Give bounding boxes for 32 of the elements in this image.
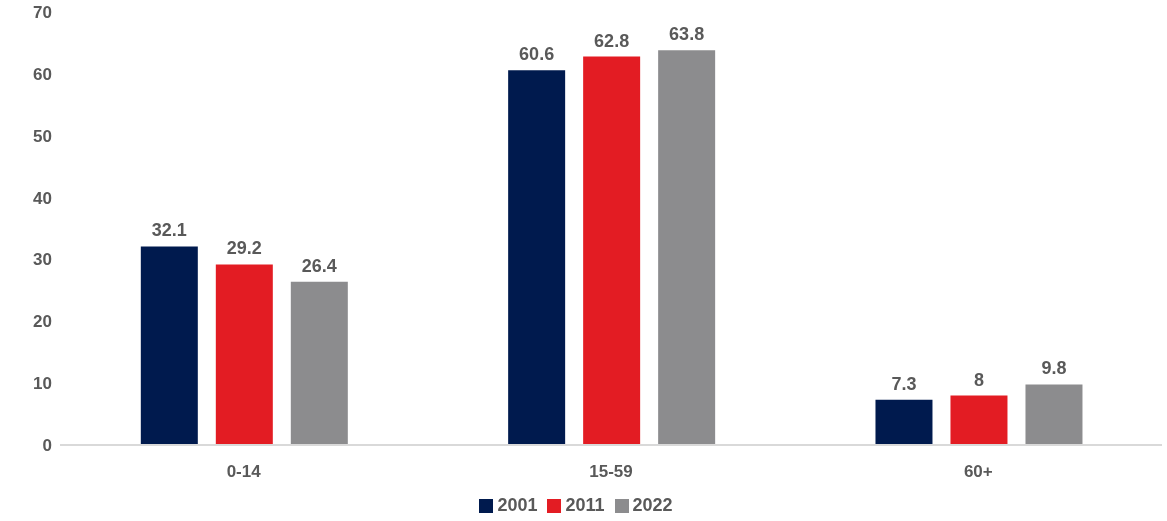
y-tick-label: 60 — [33, 64, 52, 84]
data-label: 8 — [973, 369, 984, 390]
bar — [215, 264, 273, 445]
y-tick-label: 0 — [42, 436, 52, 456]
bar — [508, 70, 566, 445]
bar — [140, 246, 198, 445]
bar — [658, 50, 716, 445]
legend-label: 2001 — [497, 495, 538, 515]
bar — [1025, 384, 1083, 445]
data-label: 9.8 — [1041, 358, 1067, 379]
legend-label: 2022 — [632, 495, 673, 515]
data-label: 60.6 — [519, 44, 555, 65]
data-label: 32.1 — [151, 220, 187, 241]
y-tick-label: 50 — [33, 126, 52, 146]
data-label: 29.2 — [226, 238, 262, 259]
bar — [290, 281, 348, 445]
legend-label: 2011 — [565, 495, 605, 515]
data-label: 26.4 — [301, 255, 337, 276]
bar — [583, 56, 641, 445]
x-tick-label: 60+ — [963, 462, 993, 482]
bar — [875, 399, 933, 445]
bar — [950, 395, 1008, 445]
y-tick-label: 30 — [33, 250, 52, 270]
y-tick-label: 70 — [33, 3, 52, 23]
y-tick-label: 10 — [33, 374, 52, 394]
data-label: 62.8 — [594, 30, 630, 51]
x-tick-label: 0-14 — [226, 462, 262, 482]
y-tick-label: 40 — [33, 188, 52, 208]
data-label: 63.8 — [669, 24, 705, 45]
x-tick-label: 15-59 — [589, 462, 633, 482]
y-tick-label: 20 — [33, 312, 52, 332]
data-label: 7.3 — [891, 373, 917, 394]
